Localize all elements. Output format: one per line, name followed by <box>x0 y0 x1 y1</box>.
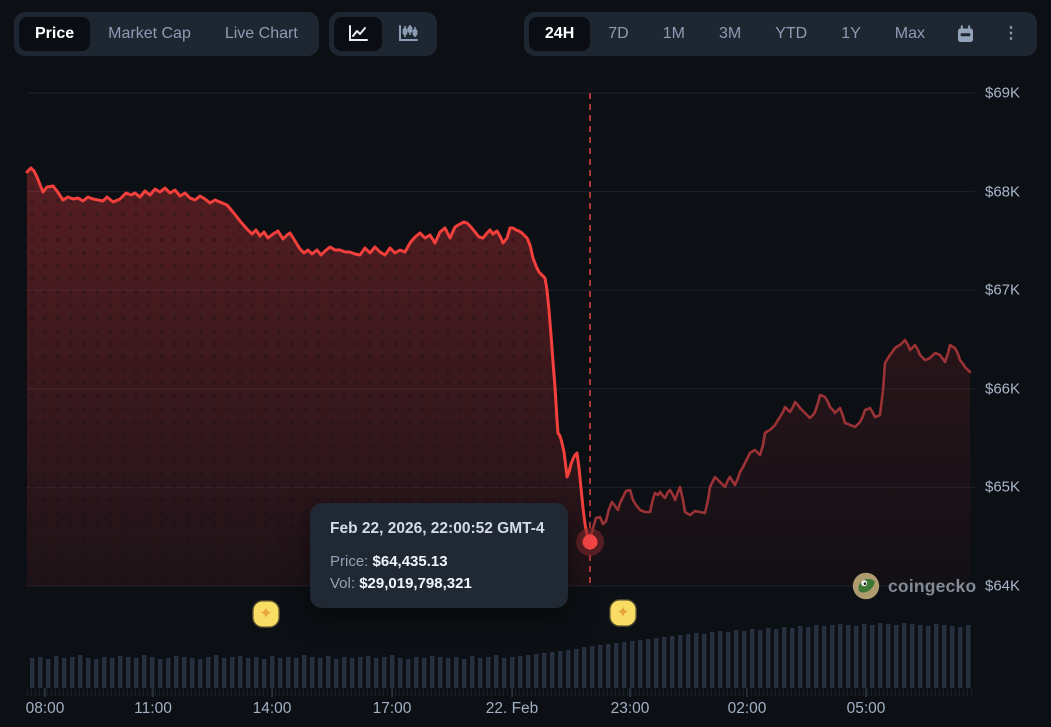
y-axis-label: $69K <box>985 84 1021 102</box>
sparkle-icon: ✦ <box>616 604 630 621</box>
custom-date-button[interactable] <box>943 17 988 51</box>
tab-market-cap[interactable]: Market Cap <box>92 17 207 51</box>
line-chart-type-button[interactable] <box>333 17 382 51</box>
range-1m[interactable]: 1M <box>647 17 701 51</box>
calendar-icon <box>956 24 975 44</box>
x-axis-label: 17:00 <box>372 700 412 717</box>
range-3m[interactable]: 3M <box>703 17 757 51</box>
event-marker-badge[interactable]: ✦ <box>610 600 636 626</box>
y-axis-label: $66K <box>985 380 1021 398</box>
sparkle-icon: ✦ <box>259 605 273 622</box>
candlestick-icon <box>397 24 419 44</box>
toolbar-spacer <box>447 12 514 56</box>
y-axis-label: $65K <box>985 478 1021 496</box>
range-max[interactable]: Max <box>879 17 941 51</box>
gecko-logo <box>852 572 880 600</box>
price-tooltip: Feb 22, 2026, 22:00:52 GMT-4 Price: $64,… <box>310 503 568 608</box>
tooltip-datetime: Feb 22, 2026, 22:00:52 GMT-4 <box>330 520 545 537</box>
chart-toolbar: Price Market Cap Live Chart <box>14 12 1037 56</box>
more-options-button[interactable]: ⋮ <box>990 17 1032 51</box>
x-axis-label: 02:00 <box>727 700 767 717</box>
range-1y[interactable]: 1Y <box>825 17 877 51</box>
x-axis-label: 11:00 <box>134 700 172 717</box>
y-axis-label: $67K <box>985 281 1021 299</box>
coingecko-watermark: coingecko <box>852 572 976 600</box>
x-axis-label: 08:00 <box>25 700 65 717</box>
candlestick-type-button[interactable] <box>384 17 432 51</box>
y-axis-label: $64K <box>985 577 1021 595</box>
line-chart-icon <box>347 24 369 44</box>
range-selector: 24H 7D 1M 3M YTD 1Y Max ⋮ <box>523 12 1037 56</box>
range-7d[interactable]: 7D <box>592 17 644 51</box>
kebab-menu-icon: ⋮ <box>1003 25 1019 42</box>
event-marker-badge[interactable]: ✦ <box>253 601 279 627</box>
x-axis-label: 05:00 <box>846 700 886 717</box>
view-tabs: Price Market Cap Live Chart <box>14 12 319 56</box>
y-axis-label: $68K <box>985 183 1021 201</box>
tooltip-price-row: Price: $64,435.13 <box>330 553 448 570</box>
range-24h[interactable]: 24H <box>528 17 591 51</box>
range-ytd[interactable]: YTD <box>759 17 823 51</box>
x-axis-label: 22. Feb <box>485 700 539 717</box>
chart-type-toggle <box>328 12 437 56</box>
x-axis-label: 14:00 <box>252 700 292 717</box>
tooltip-volume-row: Vol: $29,019,798,321 <box>330 575 472 592</box>
x-axis-minor-ticks <box>27 689 975 696</box>
watermark-text: coingecko <box>888 575 977 596</box>
x-axis-label: 23:00 <box>610 700 650 717</box>
tab-price[interactable]: Price <box>19 17 91 51</box>
tab-live-chart[interactable]: Live Chart <box>209 17 314 51</box>
